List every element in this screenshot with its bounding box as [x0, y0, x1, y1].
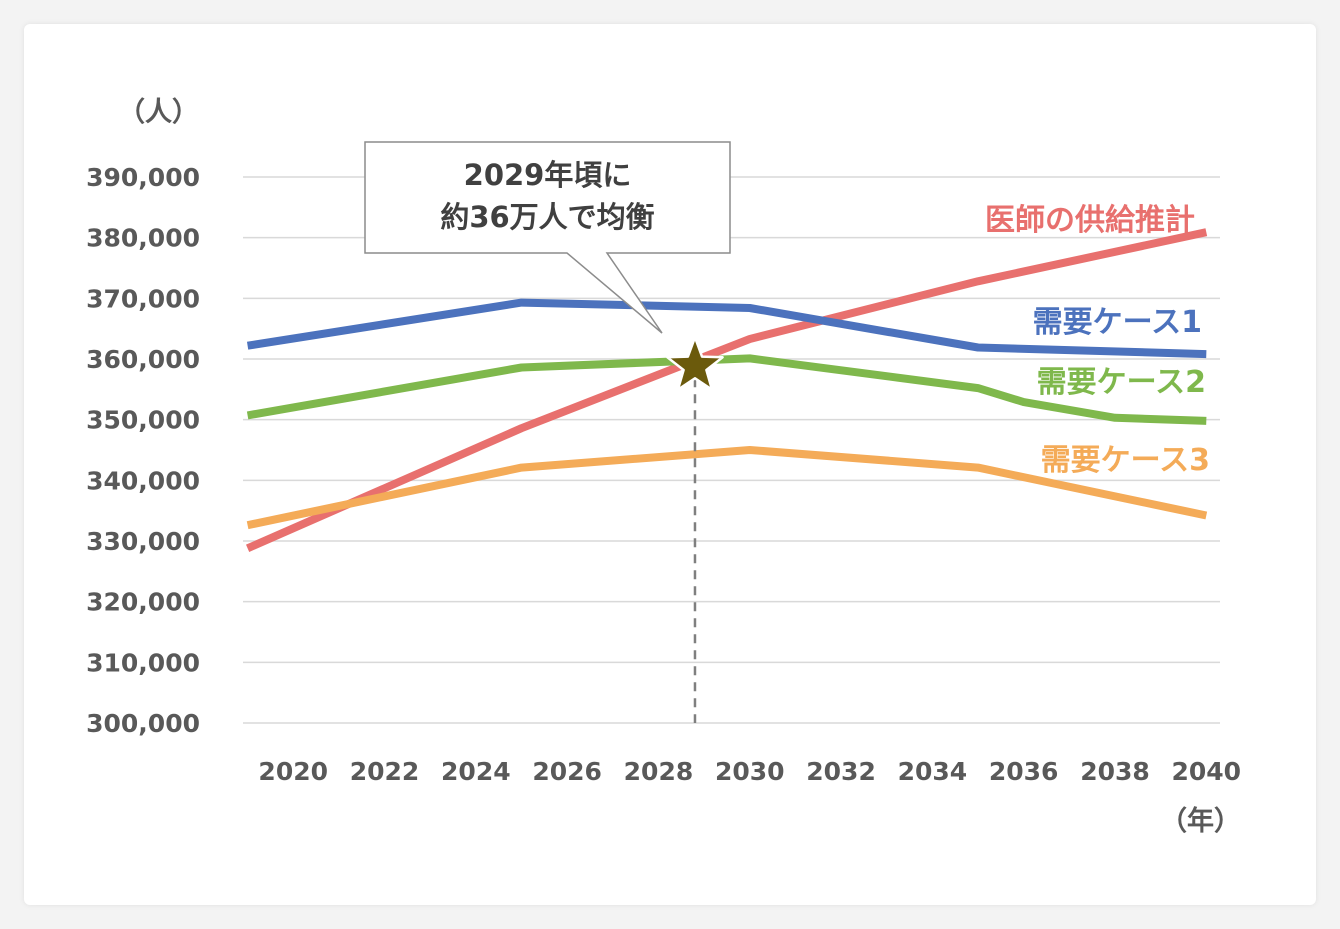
- x-tick-label: 2034: [898, 757, 968, 786]
- callout-box: [364, 141, 731, 334]
- series-line: [246, 354, 1207, 425]
- y-tick-label: 380,000: [86, 224, 200, 253]
- x-tick-label: 2032: [806, 757, 876, 786]
- y-tick-label: 320,000: [86, 588, 200, 617]
- x-tick-label: 2038: [1080, 757, 1150, 786]
- y-tick-label: 330,000: [86, 527, 200, 556]
- series-line: [246, 298, 1207, 359]
- x-tick-label: 2030: [715, 757, 785, 786]
- series-label: 医師の供給推計: [985, 203, 1195, 238]
- x-axis-unit: （年）: [1160, 805, 1241, 837]
- y-tick-label: 390,000: [86, 163, 200, 192]
- y-tick-label: 310,000: [86, 648, 200, 677]
- callout-text: 約36万人で均衡: [440, 200, 654, 234]
- y-tick-label: 300,000: [86, 709, 200, 738]
- y-tick-label: 340,000: [86, 466, 200, 495]
- x-axis-ticks: 2020 2022 2024 2026 2028 2030 2032 2034 2036 2038…: [258, 757, 1241, 786]
- y-tick-label: 350,000: [86, 406, 200, 435]
- callout-text: 2029年頃に: [464, 158, 632, 192]
- x-tick-label: 2022: [350, 757, 420, 786]
- x-tick-label: 2040: [1172, 757, 1242, 786]
- x-tick-label: 2020: [258, 757, 328, 786]
- x-tick-label: 2024: [441, 757, 511, 786]
- series-label: 需要ケース1: [1033, 305, 1202, 340]
- x-tick-label: 2036: [989, 757, 1059, 786]
- y-axis-ticks: 300,000 310,000 320,000 330,000 340,000 350,0…: [86, 163, 200, 738]
- y-axis-unit: （人）: [118, 97, 199, 128]
- series-label: 需要ケース3: [1041, 443, 1210, 478]
- series-label: 需要ケース2: [1037, 365, 1206, 400]
- series-line: [246, 446, 1208, 530]
- series-line: [245, 228, 1208, 552]
- x-tick-label: 2028: [624, 757, 694, 786]
- balance-star-marker: [666, 336, 724, 391]
- y-tick-label: 370,000: [86, 284, 200, 313]
- series-lines: [245, 228, 1208, 552]
- y-tick-label: 360,000: [86, 345, 200, 374]
- x-tick-label: 2026: [532, 757, 602, 786]
